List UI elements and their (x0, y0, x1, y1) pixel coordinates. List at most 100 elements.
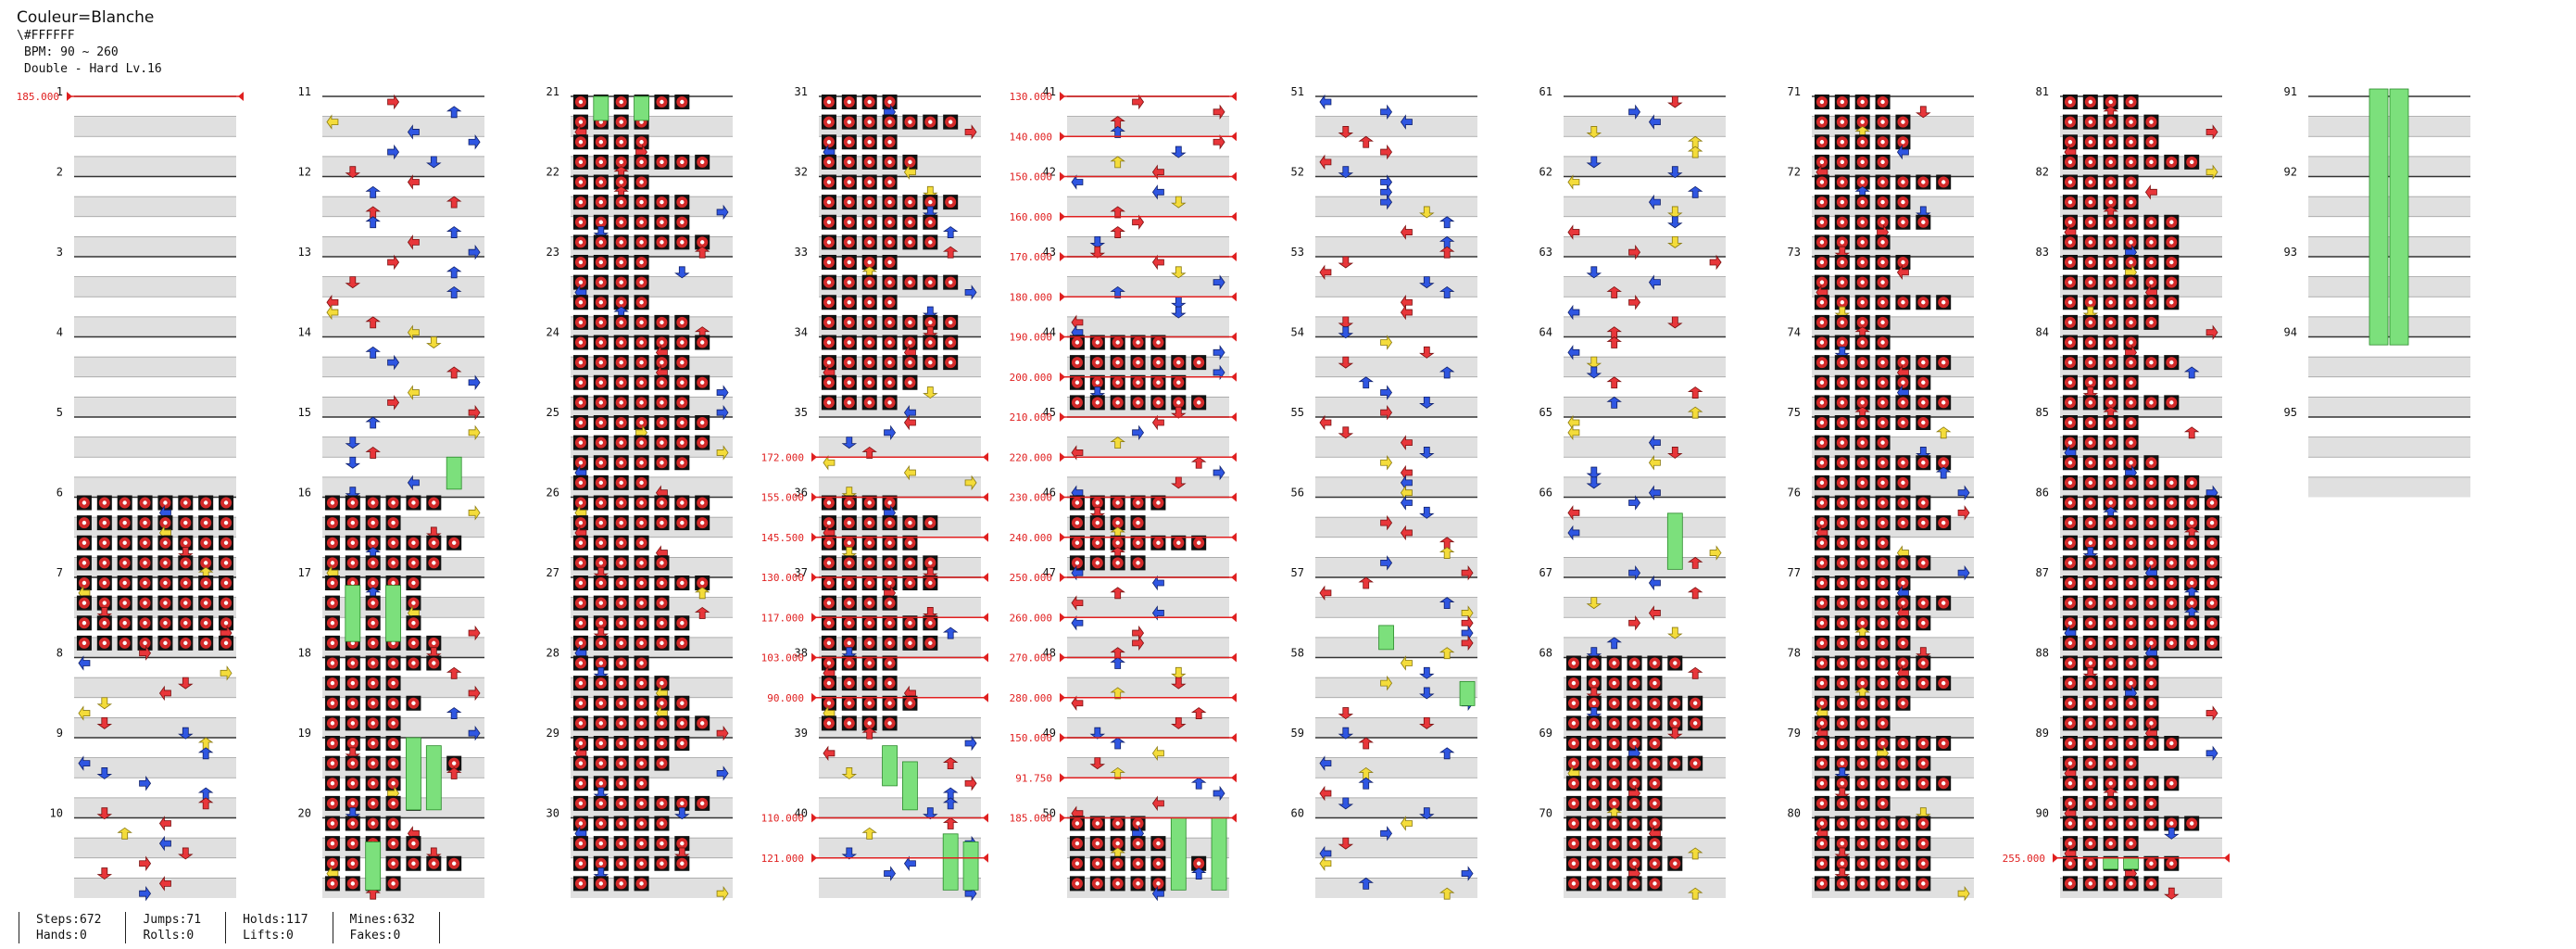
mine-note (902, 515, 918, 531)
measure-number: 82 (2036, 166, 2049, 179)
jumps-count: Jumps:71 (143, 913, 202, 927)
mine-note (1834, 255, 1850, 270)
mine-note (1875, 635, 1891, 651)
mine-note (1688, 715, 1703, 731)
mine-note (1130, 876, 1146, 892)
beat-band (322, 757, 484, 778)
measure-block: 8 (57, 647, 236, 738)
bpm-label: 121.000 (761, 853, 804, 865)
bpm-marker-left (2053, 853, 2058, 863)
measure-number: 53 (1291, 246, 1304, 259)
mine-note (861, 174, 877, 190)
beat-band (74, 357, 236, 377)
arrow-note (1587, 266, 1602, 279)
mine-note (1814, 776, 1829, 791)
mine-note (613, 274, 629, 290)
mine-note (1814, 395, 1829, 411)
mine-note (2062, 795, 2078, 811)
mine-note (821, 555, 836, 571)
mine-note (2123, 134, 2139, 150)
mine-note (613, 234, 629, 250)
measure-number: 50 (1043, 807, 1056, 820)
measure-block: 49 (1043, 727, 1229, 818)
mine-note (613, 595, 629, 611)
mine-note (1875, 676, 1891, 691)
lifts-count: Lifts:0 (243, 929, 294, 943)
measure-block: 3 (57, 246, 236, 337)
mine-note (2082, 836, 2098, 852)
measure-block: 54 (1291, 326, 1477, 417)
mine-note (654, 515, 670, 531)
mine-note (861, 335, 877, 350)
beat-band (2060, 597, 2222, 618)
mine-note (572, 174, 588, 190)
mine-note (634, 134, 649, 150)
measure-block: 38 (795, 647, 981, 738)
measure-number: 37 (795, 566, 808, 579)
measure-number: 45 (1043, 406, 1056, 419)
bpm-marker-right (1231, 92, 1237, 101)
mine-note (1854, 655, 1870, 671)
mine-note (902, 555, 918, 571)
mine-note (613, 314, 629, 330)
beat-band (1067, 476, 1229, 498)
beat-band (2060, 557, 2222, 577)
beat-band (1812, 316, 1974, 337)
mine-note (572, 314, 588, 330)
measure-number: 67 (1539, 566, 1552, 579)
arrow-note (1936, 426, 1951, 439)
bpm-marker-left (1060, 171, 1065, 182)
beat-band (2308, 116, 2470, 137)
arrow-note (1319, 856, 1332, 871)
measure-block: 69 (1539, 727, 1726, 818)
mine-note (1895, 415, 1911, 430)
mine-note (2103, 474, 2118, 490)
beat-band (571, 517, 733, 538)
bpm-marker-left (67, 92, 72, 101)
mine-note (1130, 515, 1146, 531)
mine-note (345, 755, 360, 771)
mine-note (2103, 255, 2118, 270)
bpm-marker-right (1231, 292, 1237, 302)
beat-band (819, 637, 981, 658)
mine-note (572, 555, 588, 571)
mine-note (674, 335, 690, 350)
measure-block: 55 (1291, 406, 1477, 498)
mine-note (2103, 576, 2118, 590)
arrow-note (943, 226, 958, 238)
mine-note (96, 576, 112, 590)
measure-block: 82 (2036, 166, 2222, 257)
measure-number: 73 (1788, 246, 1801, 259)
mine-note (385, 555, 401, 571)
bpm-marker-left (1060, 532, 1065, 542)
mine-note (2184, 615, 2200, 631)
mine-note (634, 195, 649, 210)
measure-block: 83 (2036, 246, 2222, 337)
mine-note (2062, 816, 2078, 831)
beat-band (571, 236, 733, 257)
beat-band (322, 437, 484, 458)
mine-note (841, 374, 857, 390)
mine-note (674, 695, 690, 711)
mine-note (2103, 795, 2118, 811)
measure-number: 4 (57, 326, 63, 339)
mine-note (324, 535, 340, 550)
mine-note (841, 715, 857, 731)
mine-note (1814, 555, 1829, 571)
mine-note (2205, 555, 2220, 571)
beat-band (2060, 116, 2222, 137)
bpm-marker-left (1060, 613, 1065, 623)
mine-note (902, 195, 918, 210)
mine-note (1586, 876, 1602, 892)
mine-note (861, 374, 877, 390)
measure-number: 2 (57, 166, 63, 179)
arrow-note (366, 185, 381, 198)
beat-band (1067, 878, 1229, 898)
mine-note (654, 615, 670, 631)
bpm-marker-right (983, 853, 988, 863)
mine-note (593, 435, 609, 450)
mine-note (365, 655, 381, 671)
mine-note (654, 195, 670, 210)
mine-note (178, 515, 194, 531)
beat-band (1564, 116, 1726, 137)
